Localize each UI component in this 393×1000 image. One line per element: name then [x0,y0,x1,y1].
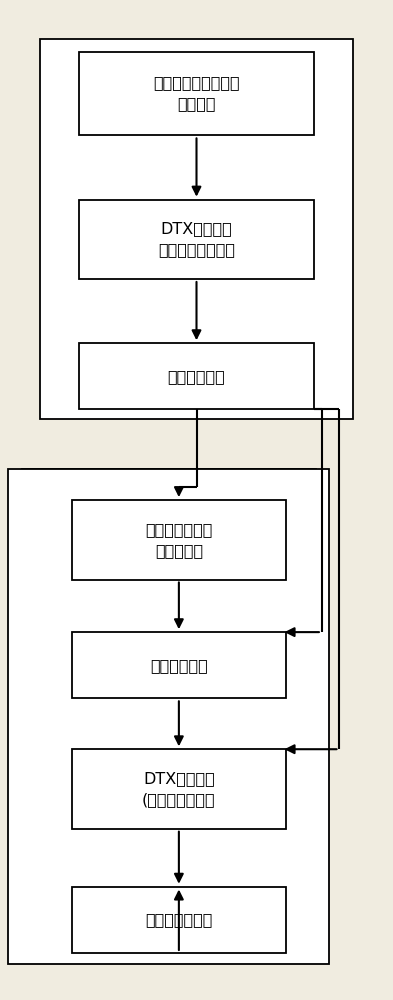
Text: 传输信道分解: 传输信道分解 [168,369,225,384]
Bar [22,469,316,960]
Text: DTX比特删除
(固定位置映射）: DTX比特删除 (固定位置映射） [142,771,216,807]
Text: DTX比特删除
（可变位置映射）: DTX比特删除 （可变位置映射） [158,221,235,257]
Bar [79,200,314,279]
Text: 第二次解交织和物理
信道合并: 第二次解交织和物理 信道合并 [153,75,240,111]
Text: 第一次解交织: 第一次解交织 [150,658,208,673]
Bar [72,887,286,953]
Bar [72,632,286,698]
Text: 去打孔速率匹配: 去打孔速率匹配 [145,912,213,927]
Bar [79,343,314,409]
Bar [79,52,314,135]
Text: 去速率匹配打孔
无线帧连接: 去速率匹配打孔 无线帧连接 [145,522,213,558]
Bar [72,500,286,580]
Bar [72,749,286,829]
Bar [40,39,353,419]
Bar [8,469,329,964]
